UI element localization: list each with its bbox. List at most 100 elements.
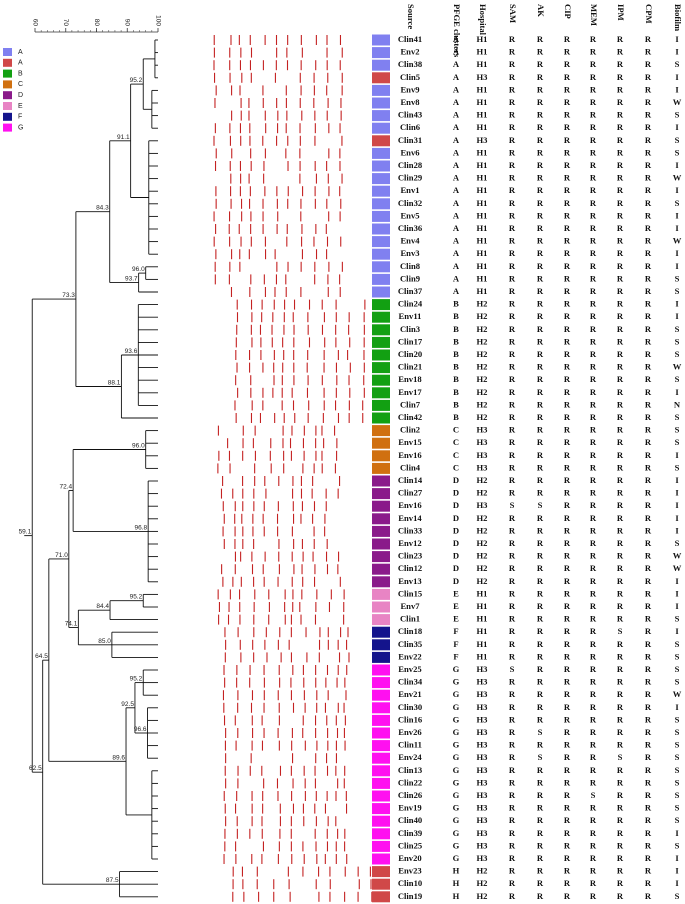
table-cell: C bbox=[453, 450, 459, 460]
table-cell: S bbox=[675, 740, 680, 750]
table-cell: H3 bbox=[477, 450, 488, 460]
table-cell: R bbox=[590, 853, 597, 863]
table-cell: Clin10 bbox=[398, 878, 422, 888]
table-cell: S bbox=[675, 639, 680, 649]
table-cell: S bbox=[675, 412, 680, 422]
table-cell: B bbox=[453, 324, 459, 334]
table-cell: R bbox=[564, 198, 571, 208]
table-cell: R bbox=[509, 740, 516, 750]
legend-swatch bbox=[3, 123, 12, 132]
table-cell: R bbox=[590, 210, 597, 220]
table-cell: S bbox=[675, 198, 680, 208]
table-cell: R bbox=[645, 714, 652, 724]
legend-swatch bbox=[3, 69, 12, 78]
table-cell: R bbox=[617, 324, 624, 334]
table-cell: B bbox=[453, 336, 459, 346]
column-header: AK bbox=[536, 4, 546, 17]
table-cell: R bbox=[590, 450, 597, 460]
table-cell: R bbox=[645, 525, 652, 535]
table-cell: R bbox=[537, 614, 544, 624]
table-cell: W bbox=[673, 362, 682, 372]
cluster-swatch bbox=[372, 664, 390, 676]
cluster-swatch bbox=[372, 223, 390, 235]
table-cell: R bbox=[645, 261, 652, 271]
cluster-swatch bbox=[372, 72, 390, 84]
table-cell: R bbox=[645, 97, 652, 107]
table-cell: R bbox=[509, 437, 516, 447]
table-cell: R bbox=[537, 601, 544, 611]
cluster-swatch bbox=[372, 790, 390, 802]
table-cell: S bbox=[675, 765, 680, 775]
table-cell: R bbox=[590, 261, 597, 271]
table-cell: R bbox=[564, 651, 571, 661]
table-cell: R bbox=[590, 588, 597, 598]
table-cell: R bbox=[590, 878, 597, 888]
table-cell: I bbox=[675, 248, 679, 258]
table-cell: A bbox=[453, 84, 460, 94]
table-cell: R bbox=[509, 122, 516, 132]
cluster-swatch bbox=[372, 689, 390, 701]
cluster-swatch bbox=[372, 651, 390, 663]
column-header: SAM bbox=[508, 4, 518, 23]
table-cell: G bbox=[453, 840, 460, 850]
table-cell: R bbox=[645, 740, 652, 750]
table-cell: S bbox=[675, 727, 680, 737]
table-cell: R bbox=[590, 135, 597, 145]
table-cell: R bbox=[564, 538, 571, 548]
table-cell: R bbox=[645, 727, 652, 737]
table-cell: I bbox=[675, 72, 679, 82]
table-cell: D bbox=[453, 488, 459, 498]
table-cell: E bbox=[453, 614, 459, 624]
table-cell: Clin21 bbox=[398, 362, 422, 372]
node-label: 72.4 bbox=[59, 483, 72, 490]
table-cell: A bbox=[453, 286, 460, 296]
table-cell: Env14 bbox=[398, 513, 422, 523]
table-cell: Env5 bbox=[400, 210, 419, 220]
table-cell: R bbox=[645, 425, 652, 435]
table-cell: R bbox=[509, 72, 516, 82]
legend-swatch bbox=[3, 112, 12, 121]
table-cell: R bbox=[564, 525, 571, 535]
legend-swatch bbox=[3, 91, 12, 100]
table-cell: H2 bbox=[477, 324, 488, 334]
column-header: CIP bbox=[563, 4, 573, 19]
table-cell: S bbox=[675, 664, 680, 674]
table-cell: H1 bbox=[477, 122, 488, 132]
table-cell: R bbox=[537, 702, 544, 712]
table-cell: R bbox=[509, 399, 516, 409]
cluster-swatch bbox=[372, 336, 390, 348]
table-cell: H1 bbox=[477, 198, 488, 208]
table-cell: R bbox=[564, 450, 571, 460]
table-cell: R bbox=[617, 576, 624, 586]
table-cell: R bbox=[509, 777, 516, 787]
cluster-swatch bbox=[372, 261, 390, 273]
table-cell: R bbox=[617, 349, 624, 359]
column-header: PFGE clusters bbox=[452, 4, 462, 58]
table-cell: R bbox=[564, 223, 571, 233]
cluster-swatch bbox=[372, 185, 390, 197]
table-cell: R bbox=[509, 702, 516, 712]
table-cell: H2 bbox=[477, 866, 488, 876]
legend-label: G bbox=[18, 124, 23, 131]
table-cell: Clin22 bbox=[398, 777, 422, 787]
scale-label: 100 bbox=[154, 15, 161, 26]
table-cell: S bbox=[510, 664, 515, 674]
cluster-swatch bbox=[372, 588, 390, 600]
table-cell: R bbox=[645, 299, 652, 309]
table-cell: R bbox=[590, 639, 597, 649]
table-cell: I bbox=[675, 185, 679, 195]
cluster-swatch bbox=[372, 437, 390, 449]
table-cell: R bbox=[564, 601, 571, 611]
table-cell: R bbox=[564, 97, 571, 107]
table-cell: H3 bbox=[477, 500, 488, 510]
table-cell: R bbox=[590, 286, 597, 296]
table-cell: R bbox=[645, 639, 652, 649]
table-cell: R bbox=[645, 248, 652, 258]
table-cell: R bbox=[509, 362, 516, 372]
table-cell: R bbox=[590, 311, 597, 321]
table-cell: I bbox=[675, 34, 679, 44]
table-cell: H1 bbox=[477, 286, 488, 296]
table-cell: I bbox=[675, 475, 679, 485]
table-cell: Clin15 bbox=[398, 588, 422, 598]
cluster-swatch bbox=[372, 702, 390, 714]
